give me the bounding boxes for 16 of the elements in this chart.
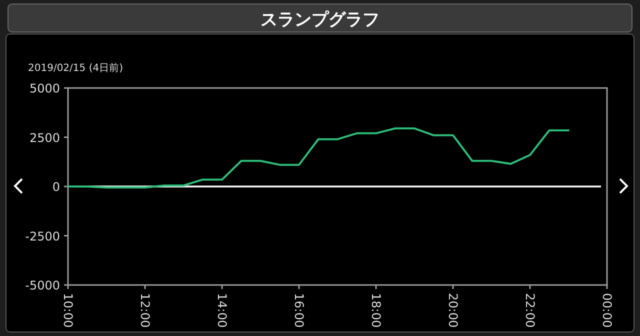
- y-tick-label: -5000: [25, 278, 60, 292]
- x-tick-label: 10:00: [61, 293, 75, 328]
- chart-title: スランプグラフ: [260, 10, 380, 30]
- x-tick-label: 00:00: [600, 293, 614, 328]
- y-tick-label: 0: [52, 180, 60, 194]
- y-tick-label: 5000: [29, 82, 60, 96]
- x-tick-label: 16:00: [292, 293, 306, 328]
- y-tick-label: -2500: [25, 229, 60, 244]
- x-tick-label: 20:00: [446, 293, 460, 328]
- chart-subtitle: 2019/02/15 (4日前): [28, 62, 124, 74]
- x-tick-label: 12:00: [138, 293, 152, 328]
- x-tick-label: 14:00: [215, 293, 229, 328]
- x-tick-label: 22:00: [523, 293, 537, 328]
- x-tick-label: 18:00: [369, 293, 383, 328]
- y-tick-label: 2500: [29, 130, 60, 145]
- line-series: [67, 127, 570, 188]
